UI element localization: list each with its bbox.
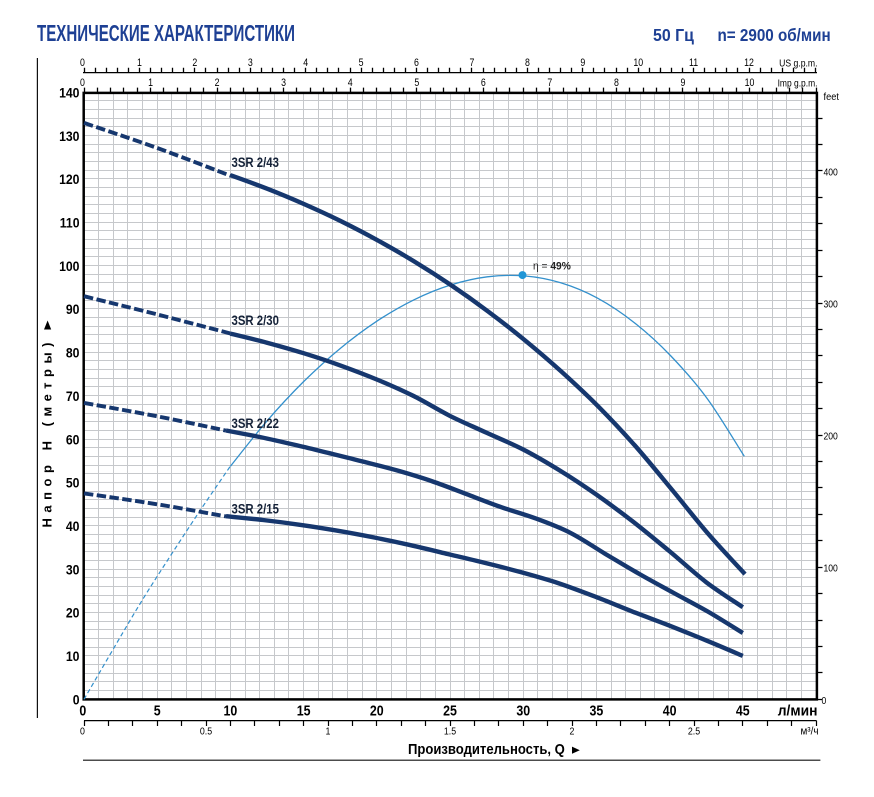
- svg-text:6: 6: [414, 57, 419, 69]
- svg-text:1: 1: [137, 57, 142, 69]
- svg-text:110: 110: [60, 215, 80, 231]
- svg-text:0: 0: [80, 77, 85, 89]
- svg-text:80: 80: [66, 345, 80, 361]
- svg-text:9: 9: [580, 57, 585, 69]
- svg-text:1.5: 1.5: [444, 726, 456, 738]
- svg-text:140: 140: [59, 85, 79, 101]
- svg-text:3SR 2/22: 3SR 2/22: [232, 415, 279, 431]
- svg-text:60: 60: [66, 432, 80, 448]
- svg-text:0: 0: [73, 692, 80, 708]
- svg-text:feet: feet: [824, 92, 840, 104]
- svg-text:30: 30: [516, 703, 530, 719]
- svg-text:10: 10: [745, 77, 755, 89]
- svg-text:3: 3: [248, 57, 253, 69]
- svg-text:40: 40: [66, 518, 80, 534]
- svg-text:3SR 2/43: 3SR 2/43: [232, 154, 279, 170]
- svg-text:4: 4: [348, 77, 353, 89]
- svg-text:2.5: 2.5: [688, 726, 700, 738]
- svg-text:130: 130: [59, 128, 79, 144]
- svg-text:10: 10: [224, 703, 238, 719]
- svg-text:12: 12: [744, 57, 754, 69]
- svg-text:120: 120: [59, 171, 79, 187]
- svg-text:30: 30: [66, 562, 80, 578]
- svg-text:5: 5: [359, 57, 364, 69]
- svg-text:50: 50: [66, 475, 80, 491]
- svg-text:5: 5: [154, 703, 161, 719]
- svg-text:Производительность, Q: Производительность, Q: [408, 740, 565, 757]
- svg-text:10: 10: [66, 648, 80, 664]
- svg-text:7: 7: [469, 57, 474, 69]
- svg-text:0: 0: [79, 703, 86, 719]
- svg-text:US g.p.m.: US g.p.m.: [779, 58, 817, 69]
- svg-text:0: 0: [80, 726, 85, 738]
- svg-text:0: 0: [822, 695, 827, 706]
- svg-text:3SR 2/30: 3SR 2/30: [232, 312, 279, 328]
- svg-text:0.5: 0.5: [200, 726, 212, 738]
- svg-text:л/мин: л/мин: [778, 703, 818, 720]
- svg-text:ТЕХНИЧЕСКИЕ ХАРАКТЕРИСТИКИ: ТЕХНИЧЕСКИЕ ХАРАКТЕРИСТИКИ: [37, 21, 295, 47]
- svg-text:4: 4: [303, 57, 308, 69]
- svg-text:9: 9: [680, 77, 685, 89]
- svg-text:10: 10: [633, 57, 643, 69]
- svg-text:100: 100: [824, 563, 838, 574]
- svg-text:6: 6: [481, 77, 486, 89]
- svg-text:20: 20: [66, 605, 80, 621]
- svg-text:0: 0: [80, 57, 85, 69]
- svg-text:45: 45: [736, 703, 750, 719]
- svg-text:3SR 2/15: 3SR 2/15: [232, 500, 279, 516]
- svg-text:100: 100: [59, 258, 79, 274]
- svg-text:15: 15: [297, 703, 311, 719]
- svg-text:400: 400: [824, 167, 838, 178]
- svg-text:70: 70: [66, 388, 80, 404]
- svg-text:Imp g.p.m.: Imp g.p.m.: [778, 78, 818, 89]
- svg-text:7: 7: [547, 77, 552, 89]
- svg-text:200: 200: [824, 431, 838, 442]
- svg-text:8: 8: [614, 77, 619, 89]
- svg-text:35: 35: [590, 703, 604, 719]
- svg-text:90: 90: [66, 301, 80, 317]
- svg-text:25: 25: [443, 703, 457, 719]
- svg-text:40: 40: [663, 703, 677, 719]
- svg-text:2: 2: [215, 77, 220, 89]
- svg-text:20: 20: [370, 703, 384, 719]
- svg-text:1: 1: [148, 77, 153, 89]
- svg-text:2: 2: [570, 726, 575, 738]
- svg-text:Напор H (метры): Напор H (метры): [40, 343, 55, 528]
- svg-text:n= 2900 об/мин: n= 2900 об/мин: [718, 26, 831, 45]
- svg-text:1: 1: [326, 726, 331, 738]
- svg-text:11: 11: [689, 57, 699, 69]
- svg-text:8: 8: [525, 57, 530, 69]
- svg-text:50 Гц: 50 Гц: [653, 25, 695, 45]
- svg-text:5: 5: [414, 77, 419, 89]
- svg-text:2: 2: [192, 57, 197, 69]
- svg-text:м³/ч: м³/ч: [800, 726, 818, 738]
- svg-text:3: 3: [281, 77, 286, 89]
- svg-text:η = 49%: η = 49%: [533, 260, 571, 272]
- svg-text:300: 300: [824, 299, 838, 310]
